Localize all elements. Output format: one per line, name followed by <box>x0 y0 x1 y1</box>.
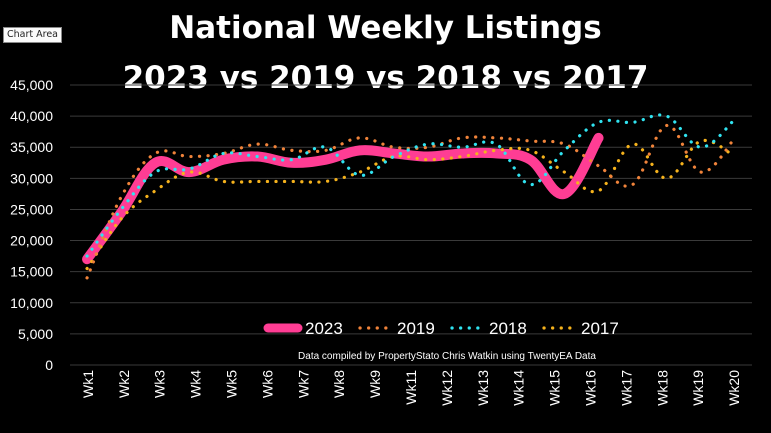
x-axis-tick-labels: Wk1 Wk2 Wk3 Wk4 Wk5 Wk6 Wk7 Wk8 Wk9 Wk11 Wk12 Wk13 W… <box>80 370 742 406</box>
x-tick-label: Wk5 <box>224 370 240 398</box>
legend-label-2019: 2019 <box>397 319 435 338</box>
x-tick-label: Wk13 <box>475 370 491 406</box>
y-tick-label: 20,000 <box>10 233 53 249</box>
series-line-2018 <box>85 113 737 258</box>
series-line-2023 <box>82 132 604 265</box>
legend-entry-2023: 2023 <box>263 319 343 338</box>
x-tick-label: Wk6 <box>259 370 275 398</box>
x-tick-label: Wk16 <box>582 370 598 406</box>
x-tick-label: Wk19 <box>690 370 706 406</box>
legend-label-2018: 2018 <box>489 319 527 338</box>
y-tick-label: 30,000 <box>10 170 53 186</box>
x-tick-label: Wk4 <box>188 370 204 398</box>
y-tick-label: 40,000 <box>10 108 53 124</box>
x-tick-label: Wk1 <box>80 370 96 398</box>
x-tick-label: Wk17 <box>618 370 634 406</box>
chart-area-tooltip: Chart Area <box>3 27 62 43</box>
y-tick-label: 35,000 <box>10 139 53 155</box>
series-line-2019 <box>85 123 737 280</box>
legend-label-2023: 2023 <box>305 319 343 338</box>
plot-series <box>82 113 737 280</box>
x-tick-label: Wk2 <box>116 370 132 398</box>
data-source-note: Data compiled by PropertyStato Chris Wat… <box>298 351 596 362</box>
legend-label-2017: 2017 <box>581 319 619 338</box>
legend-entry-2017: 2017 <box>542 319 619 338</box>
y-tick-label: 15,000 <box>10 264 53 280</box>
x-tick-label: Wk15 <box>547 370 563 406</box>
chart-title-line1: National Weekly Listings <box>169 10 602 46</box>
y-tick-label: 45,000 <box>10 77 53 93</box>
gridlines <box>70 84 752 366</box>
y-tick-label: 0 <box>45 357 53 373</box>
chart-title-line2: 2023 vs 2019 vs 2018 vs 2017 <box>122 60 649 96</box>
x-tick-label: Wk18 <box>654 370 670 406</box>
y-tick-label: 25,000 <box>10 201 53 217</box>
y-tick-label: 10,000 <box>10 295 53 311</box>
legend: 2023 2019 2018 2017 <box>263 319 619 338</box>
x-tick-label: Wk20 <box>726 370 742 406</box>
x-tick-label: Wk8 <box>331 370 347 398</box>
y-axis-tick-labels: 0 5,000 10,000 15,000 20,000 25,000 30,000 35,0… <box>10 77 53 373</box>
x-tick-label: Wk9 <box>367 370 383 398</box>
x-tick-label: Wk7 <box>295 370 311 398</box>
x-tick-label: Wk3 <box>152 370 168 398</box>
legend-entry-2018: 2018 <box>450 319 527 338</box>
x-tick-label: Wk14 <box>511 370 527 406</box>
series-line-2017 <box>85 138 737 271</box>
x-tick-label: Wk11 <box>403 370 419 405</box>
x-tick-label: Wk12 <box>439 370 455 406</box>
legend-entry-2019: 2019 <box>358 319 435 338</box>
y-tick-label: 5,000 <box>18 326 53 342</box>
